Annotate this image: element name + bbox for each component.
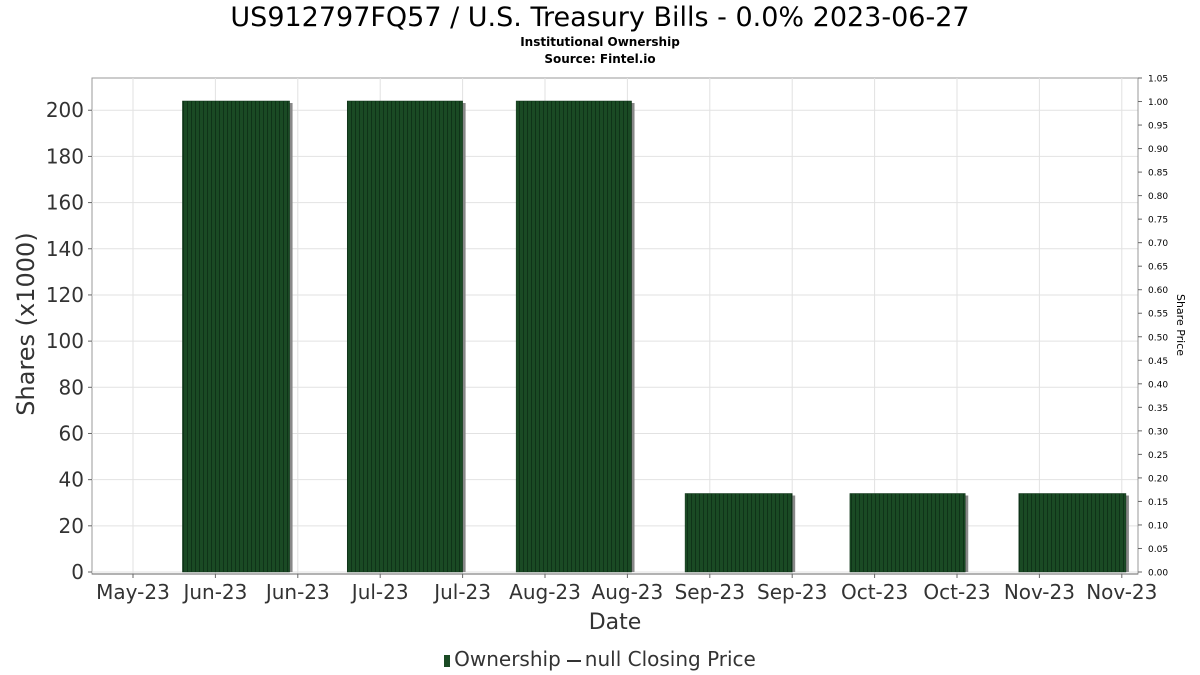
y2-tick-label: 0.85 xyxy=(1148,169,1168,179)
price-legend-swatch xyxy=(566,659,581,662)
y2-tick-label: 0.95 xyxy=(1148,122,1168,132)
x-tick-label: Jul-23 xyxy=(350,580,409,604)
price-legend-label: null Closing Price xyxy=(584,647,756,671)
y-tick-label: 140 xyxy=(46,237,84,261)
y-tick-label: 0 xyxy=(71,560,84,584)
y2-tick-label: 0.10 xyxy=(1148,521,1168,531)
y2-tick-label: 0.90 xyxy=(1148,145,1168,155)
ownership-bar xyxy=(1018,493,1127,573)
y-axis-label: Shares (x1000) xyxy=(12,232,40,415)
y2-tick-label: 0.50 xyxy=(1148,333,1168,343)
y2-tick-label: 0.35 xyxy=(1148,404,1168,414)
y2-tick-label: 0.25 xyxy=(1148,451,1168,461)
x-axis-label: Date xyxy=(589,610,642,635)
y2-tick-label: 1.05 xyxy=(1148,75,1168,85)
y2-tick-label: 0.00 xyxy=(1148,569,1168,579)
ownership-bar xyxy=(849,493,966,573)
chart-title: US912797FQ57 / U.S. Treasury Bills - 0.0… xyxy=(230,2,970,33)
x-tick-label: Aug-23 xyxy=(509,580,581,604)
y-axis: 0 20 40 60 80 100 120 140 160 180 200 xyxy=(46,98,92,584)
y2-tick-label: 0.20 xyxy=(1148,474,1168,484)
x-tick-label: Jun-23 xyxy=(181,580,247,604)
x-tick-label: Oct-23 xyxy=(841,580,908,604)
x-tick-label: Jul-23 xyxy=(432,580,491,604)
chart-source: Source: Fintel.io xyxy=(544,52,656,66)
ownership-bar xyxy=(684,493,793,573)
y-tick-label: 200 xyxy=(46,98,84,122)
legend: Ownership null Closing Price xyxy=(0,646,1200,672)
y2-tick-label: 1.00 xyxy=(1148,98,1168,108)
x-tick-label: Nov-23 xyxy=(1086,580,1157,604)
x-tick-label: Nov-23 xyxy=(1004,580,1075,604)
y-tick-label: 160 xyxy=(46,191,84,215)
y2-tick-label: 0.70 xyxy=(1148,239,1168,249)
ownership-bar xyxy=(182,100,290,573)
y-tick-label: 40 xyxy=(59,468,84,492)
y2-tick-label: 0.60 xyxy=(1148,286,1168,296)
y2-tick-label: 0.80 xyxy=(1148,192,1168,202)
x-axis: May-23 Jun-23 Jun-23 Jul-23 Jul-23 Aug-23 Aug-… xyxy=(92,573,1157,604)
x-tick-label: Aug-23 xyxy=(592,580,664,604)
y2-tick-label: 0.30 xyxy=(1148,427,1168,437)
y-tick-label: 100 xyxy=(46,329,84,353)
x-tick-label: Jun-23 xyxy=(264,580,330,604)
x-tick-label: Sep-23 xyxy=(757,580,827,604)
x-tick-label: May-23 xyxy=(96,580,170,604)
y2-axis-label: Share Price xyxy=(1174,294,1187,356)
ownership-legend-label: Ownership xyxy=(454,647,561,671)
y2-tick-label: 0.40 xyxy=(1148,380,1168,390)
y2-axis: 0.00 0.05 0.10 0.15 0.20 0.25 0.30 0.35 0.40 0.45… xyxy=(1137,75,1168,579)
y2-tick-label: 0.15 xyxy=(1148,498,1168,508)
y2-tick-label: 0.75 xyxy=(1148,216,1168,226)
y-tick-label: 80 xyxy=(59,375,84,399)
ownership-bar xyxy=(515,100,632,573)
y-tick-label: 180 xyxy=(46,144,84,168)
ownership-legend-swatch xyxy=(444,654,451,667)
y2-tick-label: 0.55 xyxy=(1148,310,1168,320)
chart-subtitle: Institutional Ownership xyxy=(520,35,680,49)
y2-tick-label: 0.65 xyxy=(1148,263,1168,273)
y-tick-label: 60 xyxy=(59,421,84,445)
x-tick-label: Sep-23 xyxy=(675,580,745,604)
bars xyxy=(182,100,1129,573)
y2-tick-label: 0.05 xyxy=(1148,545,1168,555)
y2-tick-label: 0.45 xyxy=(1148,357,1168,367)
y-tick-label: 120 xyxy=(46,283,84,307)
ownership-bar xyxy=(346,100,463,573)
x-tick-label: Oct-23 xyxy=(923,580,990,604)
y-tick-label: 20 xyxy=(59,514,84,538)
